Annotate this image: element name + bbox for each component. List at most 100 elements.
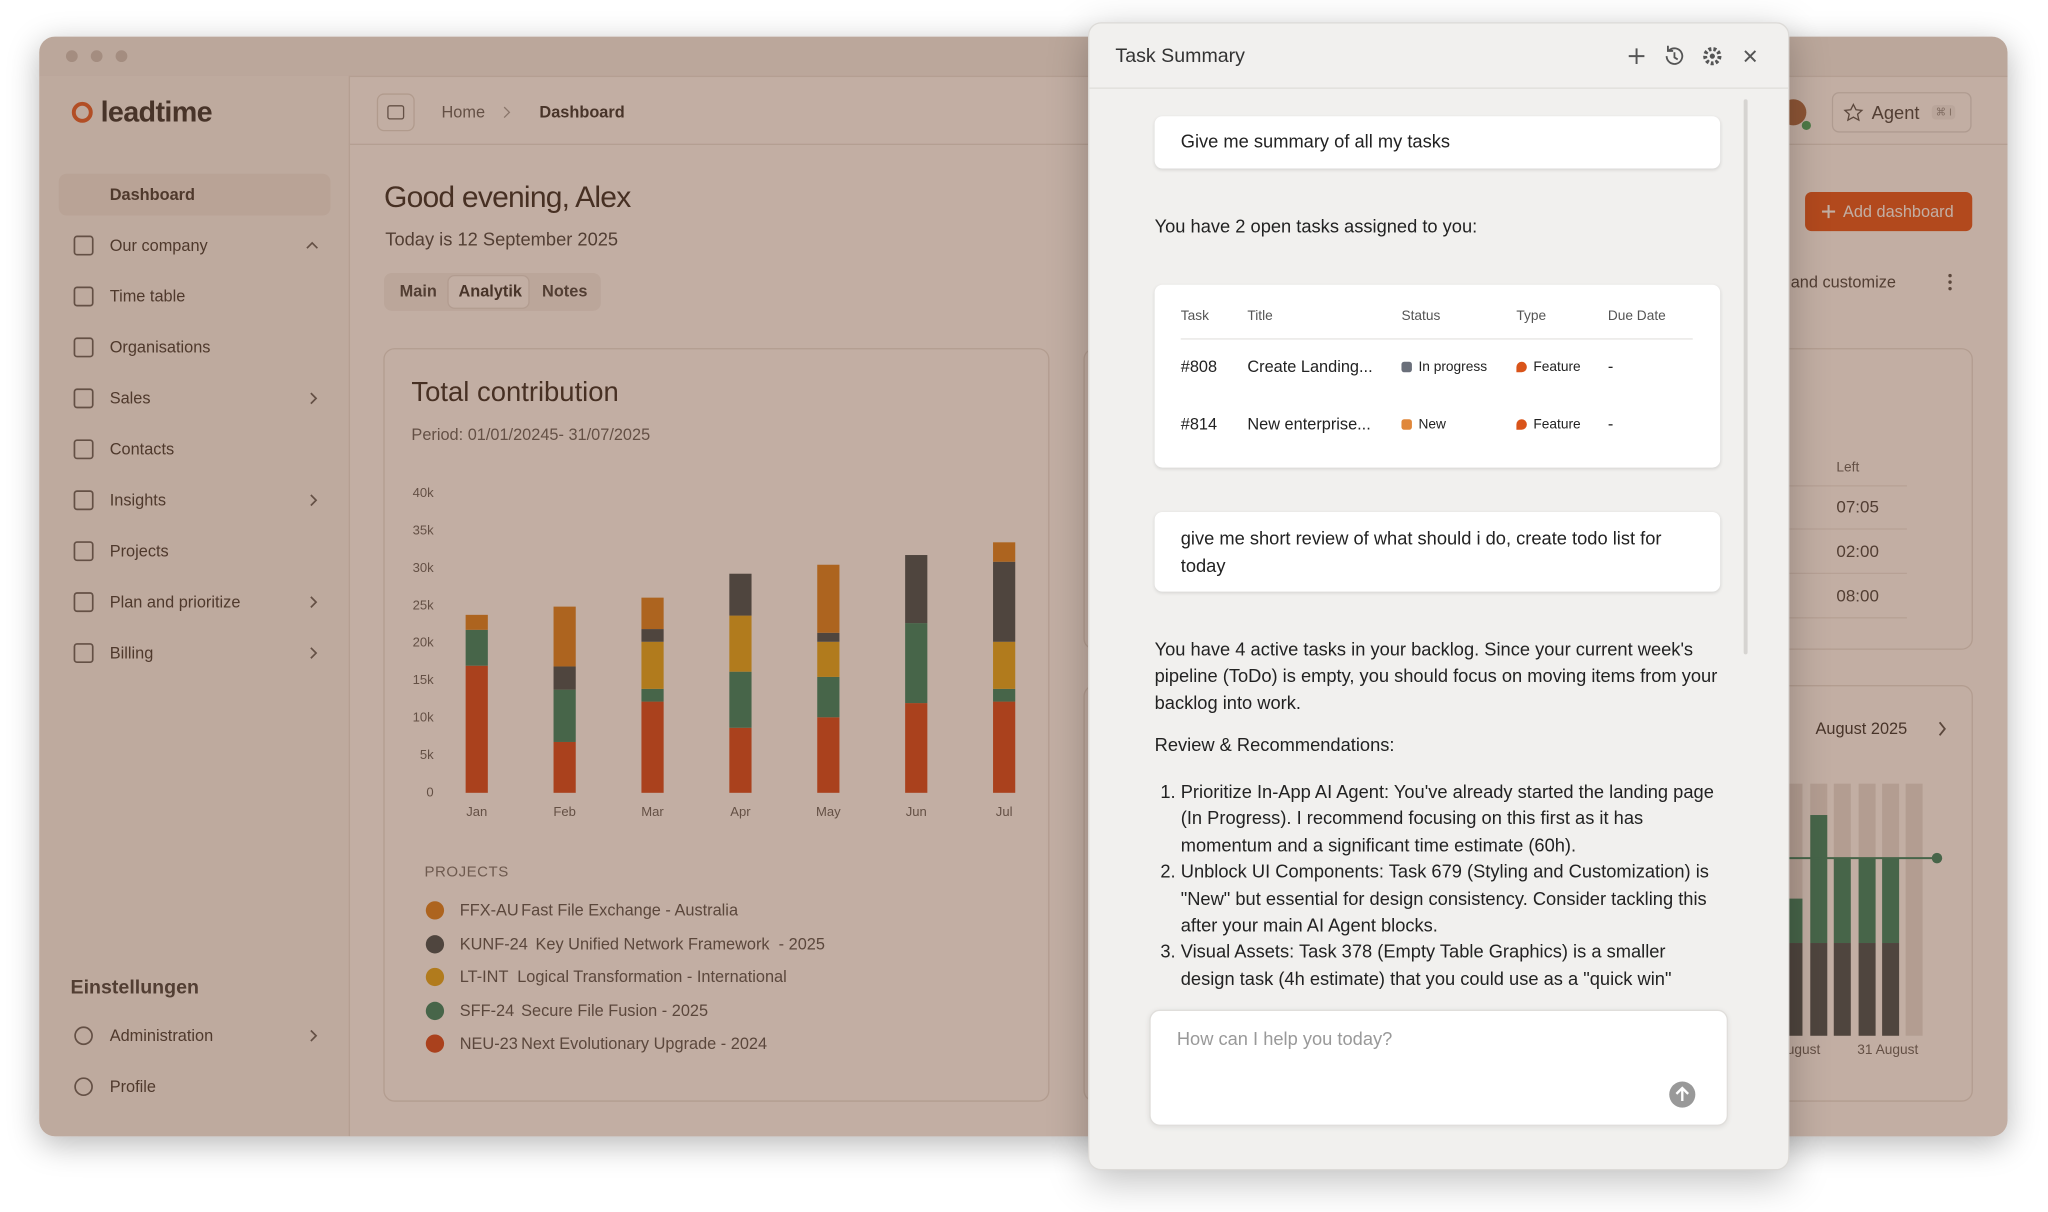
bar-segment (993, 641, 1016, 689)
shortcut: ⌘ I (1931, 105, 1956, 120)
table-header: Task (1180, 308, 1209, 324)
chart-card (383, 348, 1050, 1102)
sidebar (39, 75, 351, 1137)
kebab[interactable] (1948, 273, 1952, 278)
recommendation: Prioritize In-App AI Agent: You've alrea… (1181, 778, 1719, 858)
next-month[interactable] (1938, 721, 1946, 736)
nav-item[interactable]: Billing (109, 643, 154, 663)
logo: leadtime (100, 95, 213, 128)
mini-bar (1833, 858, 1851, 944)
table-header: Type (1516, 308, 1547, 324)
legend-code: SFF-24 (459, 1001, 515, 1020)
nav-item[interactable]: Insights (109, 491, 166, 510)
y-tick-label: 30k (413, 560, 435, 575)
breadcrumb: Dashboard (539, 103, 625, 122)
agent-label: Agent (1871, 101, 1920, 123)
nav-item[interactable]: Time table (109, 287, 186, 306)
x-tick-label: Jul (996, 804, 1013, 819)
table-cell: - (1607, 357, 1614, 377)
status-icon (1401, 361, 1412, 373)
nav-item[interactable]: Contacts (109, 440, 175, 459)
send-arrow (1675, 1086, 1689, 1102)
type-icon (1516, 361, 1527, 373)
plus-icon (1822, 205, 1836, 219)
nav-item[interactable]: Dashboard (109, 185, 195, 204)
legend-code: KUNF-24 (459, 934, 528, 953)
nav-item[interactable]: Organisations (109, 338, 211, 357)
breadcrumb[interactable]: Home (441, 103, 486, 122)
toggle-icon (387, 105, 405, 120)
recommendation: Unblock UI Components: Task 679 (Styling… (1181, 858, 1719, 938)
bar-segment (729, 615, 752, 672)
bar-segment (553, 666, 576, 690)
settings-title: Einstellungen (70, 976, 199, 999)
agent-button[interactable] (1831, 92, 1972, 133)
x-tick-label: Mar (641, 804, 664, 819)
chat-input[interactable]: How can I help you today? (1149, 1009, 1728, 1126)
y-tick-label: 10k (413, 709, 435, 724)
mini-bar (1786, 943, 1803, 1036)
mini-bar (1786, 898, 1803, 944)
chevron (310, 392, 318, 405)
active-nav (58, 173, 331, 216)
window-dot (90, 50, 103, 63)
agent-icon (1843, 103, 1864, 122)
settings[interactable] (1703, 47, 1722, 66)
nav-icon (73, 388, 94, 409)
y-tick-label: 25k (413, 597, 435, 612)
table-cell: In progress (1418, 359, 1488, 375)
close[interactable] (1744, 50, 1757, 63)
legend-code: LT-INT (459, 967, 509, 987)
mini-bar (1882, 943, 1900, 1036)
time: 07:05 (1836, 496, 1879, 517)
user-message: Give me summary of all my tasks (1154, 116, 1721, 169)
assistant-text: You have 4 active tasks in your backlog.… (1154, 638, 1718, 713)
active-tab[interactable] (447, 274, 530, 309)
table-cell: Feature (1533, 416, 1581, 433)
panel-actions (1628, 45, 1757, 66)
tab[interactable]: Analytik (458, 282, 522, 301)
table-cell: #814 (1180, 415, 1218, 434)
bar-segment (641, 597, 664, 630)
bar-segment (553, 689, 576, 742)
nav-icon (73, 286, 94, 307)
y-tick-label: 20k (413, 635, 435, 650)
send-button[interactable] (1668, 1080, 1697, 1109)
history[interactable] (1665, 45, 1684, 65)
settings-item[interactable]: Profile (109, 1077, 156, 1096)
add-dashboard-button[interactable] (1805, 191, 1973, 232)
recommendations: Prioritize In-App AI Agent: You've alrea… (1155, 778, 1719, 991)
customize: and customize (1790, 272, 1896, 292)
bar-segment (465, 629, 488, 666)
nav-icon (73, 337, 94, 358)
legend-label: Logical Transformation - International (517, 967, 787, 987)
status-icon (1401, 419, 1412, 430)
nav-item[interactable]: Plan and prioritize (109, 592, 241, 612)
tab[interactable]: Main (399, 282, 437, 301)
task-panel: Task Summary Give me summary of all my t… (1087, 22, 1790, 1171)
nav-item[interactable]: Sales (109, 389, 151, 408)
bar-segment (641, 629, 664, 642)
kebab (1948, 280, 1952, 284)
bar-segment (993, 561, 1016, 642)
table-rule (1180, 338, 1693, 340)
sidebar-toggle[interactable] (376, 93, 415, 132)
table-cell: Create Landing... (1247, 357, 1373, 377)
nav-item[interactable]: Our company (109, 236, 208, 255)
bar-segment (817, 641, 840, 677)
bar-segment (641, 641, 664, 689)
tab[interactable]: Notes (542, 282, 588, 301)
nav-item[interactable]: Projects (109, 542, 169, 561)
x-tick-label: Apr (730, 804, 751, 819)
legend-code: NEU-23 (459, 1034, 518, 1053)
chevron (310, 596, 318, 608)
logo-mark (71, 101, 93, 123)
new-chat[interactable] (1628, 48, 1645, 64)
bar-segment (641, 688, 664, 702)
mini-bar (1858, 943, 1876, 1036)
settings-item[interactable]: Administration (109, 1026, 214, 1045)
chevron (310, 647, 318, 659)
chevron (310, 1029, 318, 1042)
